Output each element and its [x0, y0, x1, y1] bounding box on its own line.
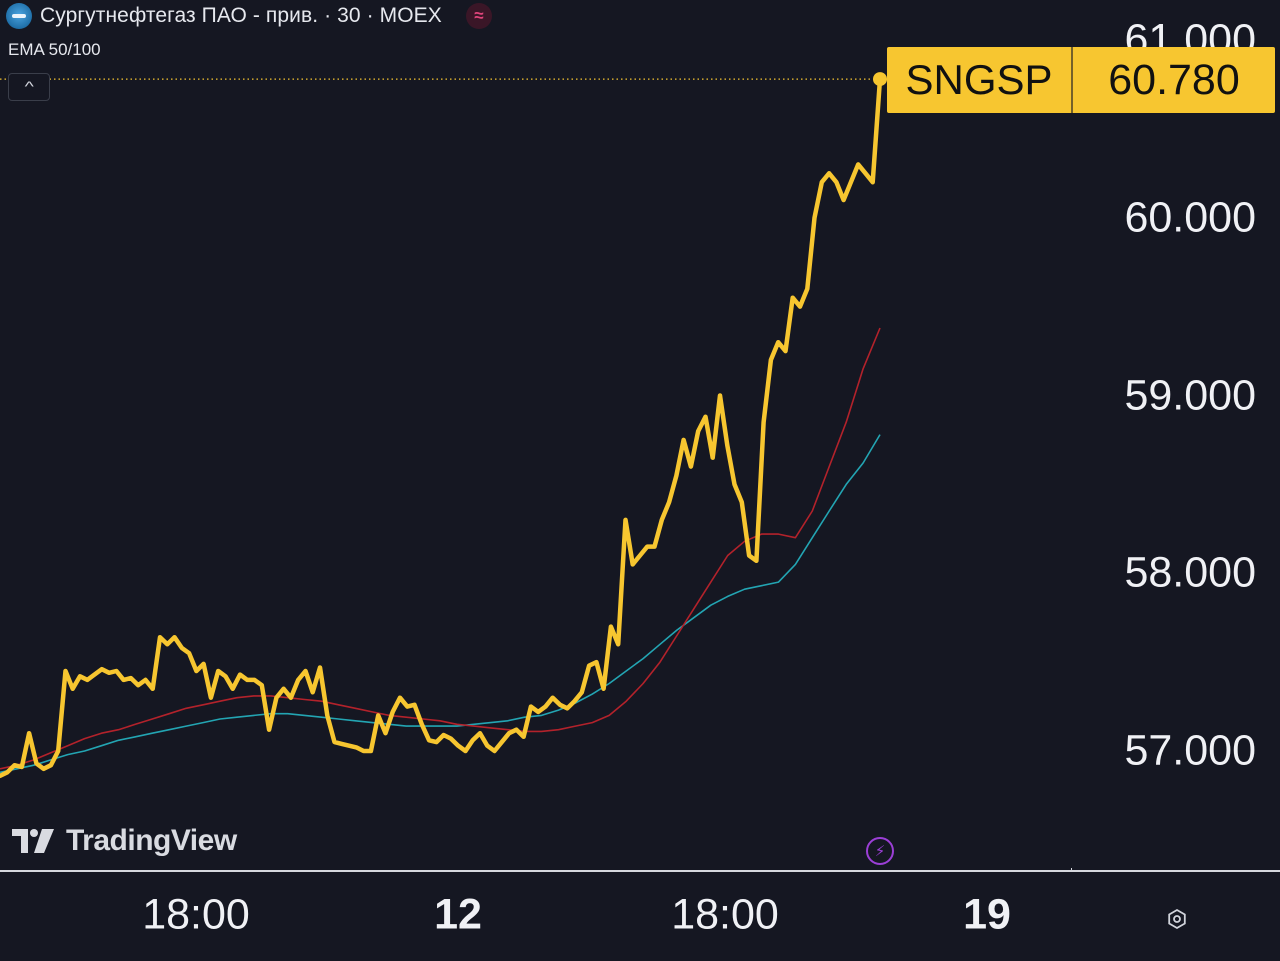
price-tag-separator: [1071, 47, 1073, 113]
tradingview-logo: TradingView: [12, 824, 237, 858]
symbol-title[interactable]: Сургутнефтегаз ПАО - прив. · 30 · MOEX: [40, 4, 442, 27]
wave-icon[interactable]: ≈: [465, 3, 492, 29]
gear-icon[interactable]: [1166, 908, 1188, 930]
price-tick-label: 60.000: [1124, 193, 1256, 242]
ema-100-line: [0, 434, 881, 774]
price-tag-symbol: SNGSP: [905, 56, 1053, 103]
lightning-icon[interactable]: ⚡: [866, 837, 894, 865]
tradingview-mark-icon: [12, 829, 54, 853]
last-price-point: [873, 72, 887, 87]
chevron-up-icon[interactable]: ^: [8, 73, 50, 101]
indicator-label[interactable]: EMA 50/100: [8, 40, 101, 59]
price-chart[interactable]: [0, 0, 1280, 870]
price-tick-label: 59.000: [1124, 371, 1256, 419]
chart-header: Сургутнефтегаз ПАО - прив. · 30 · MOEX ≈: [6, 3, 492, 29]
time-tick-label: 18:00: [142, 890, 250, 939]
last-price-tag: SNGSP 60.780: [887, 47, 1275, 113]
price-tick-label: 57.000: [1124, 726, 1256, 775]
time-tick-label: 18:00: [671, 890, 779, 939]
time-axis-line: [0, 870, 1280, 872]
price-tag-value: 60.780: [1108, 55, 1240, 104]
time-tick-label: 12: [434, 890, 482, 939]
axis-divider: [1071, 868, 1072, 872]
tradingview-wordmark: TradingView: [66, 824, 237, 857]
ema-50-line: [0, 327, 881, 770]
time-tick-label: 19: [963, 890, 1011, 939]
surgutneftegas-logo-icon: [6, 3, 32, 29]
price-series-line: [0, 76, 883, 779]
price-tick-label: 58.000: [1124, 548, 1256, 597]
